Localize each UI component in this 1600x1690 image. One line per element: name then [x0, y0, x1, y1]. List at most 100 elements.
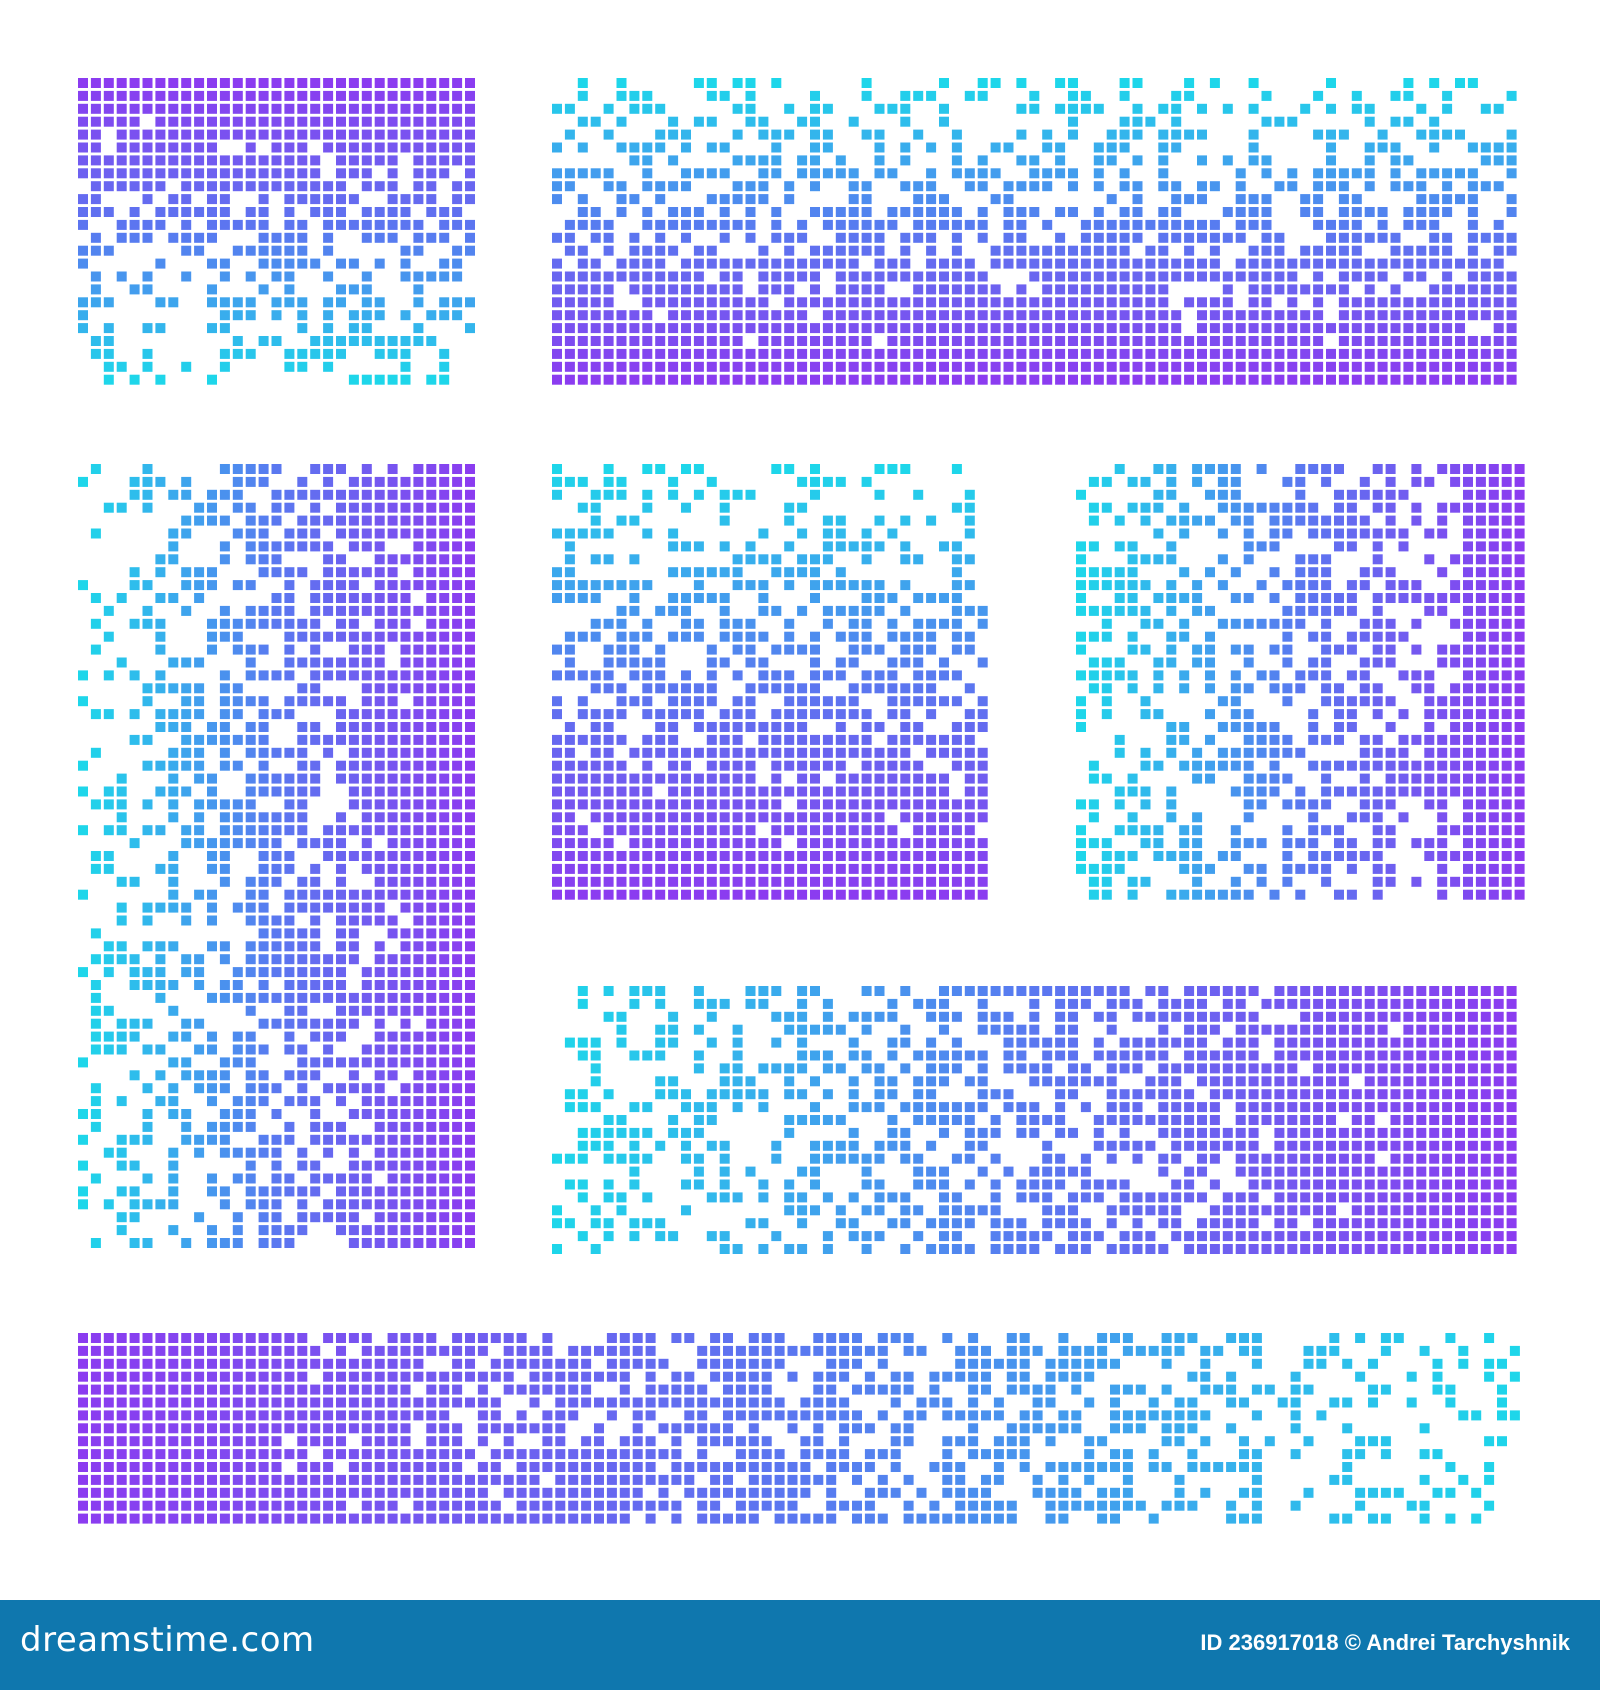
pixel-square [284, 1044, 295, 1055]
pixel-square [1042, 310, 1053, 321]
pixel-square [874, 773, 885, 784]
pixel-square [835, 207, 846, 217]
pixel-square [1248, 1024, 1259, 1035]
pixel-square [784, 567, 795, 578]
pixel-square [1295, 580, 1306, 591]
pixel-square [1101, 683, 1112, 694]
pixel-square [1416, 271, 1427, 282]
pixel-square [271, 181, 282, 192]
pixel-square [1042, 348, 1053, 359]
pixel-square [271, 915, 282, 926]
pixel-square [848, 336, 859, 346]
pixel-square [1029, 155, 1040, 166]
pixel-square [413, 967, 424, 978]
pixel-square [1514, 812, 1525, 823]
pixel-square [310, 773, 321, 784]
pixel-square [1119, 336, 1130, 346]
pixel-square [1287, 374, 1298, 385]
pixel-square [1055, 361, 1066, 372]
pixel-square [771, 825, 782, 836]
pixel-square [413, 232, 424, 243]
pixel-square [655, 232, 666, 243]
pixel-square [1338, 284, 1349, 295]
pixel-square [439, 1057, 450, 1068]
pixel-square [387, 928, 398, 939]
pixel-square [1442, 1076, 1453, 1087]
pixel-square [564, 657, 575, 668]
pixel-square [668, 181, 679, 192]
pixel-square [861, 851, 872, 861]
pixel-square [310, 1121, 321, 1132]
pixel-square [810, 476, 820, 487]
pixel-square [103, 297, 114, 308]
pixel-square [219, 554, 230, 565]
pixel-square [1080, 374, 1091, 385]
pixel-square [719, 374, 730, 385]
pixel-square [1411, 593, 1422, 603]
pixel-square [1385, 528, 1396, 539]
pixel-square [603, 683, 614, 694]
pixel-square [323, 657, 334, 668]
pixel-square [155, 297, 166, 308]
pixel-square [977, 876, 988, 887]
pixel-square [1359, 580, 1370, 591]
pixel-square [797, 271, 808, 282]
pixel-square [1269, 502, 1280, 513]
pixel-square [1222, 336, 1233, 346]
pixel-square [284, 580, 295, 591]
pixel-square [719, 825, 730, 836]
pixel-square [642, 838, 653, 849]
pixel-square [577, 374, 588, 385]
pixel-square [1076, 593, 1086, 603]
pixel-square [297, 323, 308, 334]
pixel-square [1230, 722, 1241, 732]
pixel-square [1217, 618, 1228, 629]
pixel-square [348, 541, 359, 552]
pixel-square [452, 1173, 463, 1184]
pixel-square [861, 734, 872, 745]
pixel-square [848, 683, 859, 694]
pixel-square [232, 464, 243, 474]
pixel-square [1016, 78, 1027, 88]
pixel-square [758, 181, 769, 192]
pixel-square [1467, 361, 1478, 372]
pixel-square [732, 310, 743, 321]
pixel-square [142, 103, 153, 114]
pixel-square [797, 502, 808, 513]
pixel-square [1158, 1050, 1169, 1061]
pixel-square [1359, 851, 1370, 861]
pixel-square [1506, 1050, 1517, 1061]
pixel-square [1506, 129, 1517, 140]
pixel-square [1493, 181, 1504, 192]
pixel-square [1088, 502, 1099, 513]
pixel-square [1140, 618, 1151, 629]
pixel-square [452, 722, 463, 732]
pixel-square [745, 773, 756, 784]
pixel-square [1192, 580, 1203, 591]
pixel-square [245, 1083, 256, 1094]
pixel-square [1230, 825, 1241, 836]
pixel-square [939, 336, 949, 346]
pixel-square [732, 1024, 743, 1035]
pixel-square [771, 258, 782, 269]
pixel-square [361, 1044, 372, 1055]
pixel-square [284, 992, 295, 1003]
pixel-square [374, 181, 385, 192]
pixel-square [1222, 207, 1233, 217]
pixel-square [642, 207, 653, 217]
pixel-square [1346, 489, 1357, 500]
pixel-square [1217, 464, 1228, 474]
pixel-square [1132, 284, 1143, 295]
pixel-square [629, 271, 640, 282]
pixel-square [681, 142, 691, 153]
pixel-square [452, 1096, 463, 1107]
pixel-square [861, 528, 872, 539]
pixel-square [1338, 129, 1349, 140]
pixel-square [413, 168, 424, 179]
pixel-square [219, 271, 230, 282]
pixel-square [1467, 207, 1478, 217]
pixel-square [603, 838, 614, 849]
pixel-square [1119, 310, 1130, 321]
pixel-square [271, 876, 282, 887]
pixel-square [577, 258, 588, 269]
